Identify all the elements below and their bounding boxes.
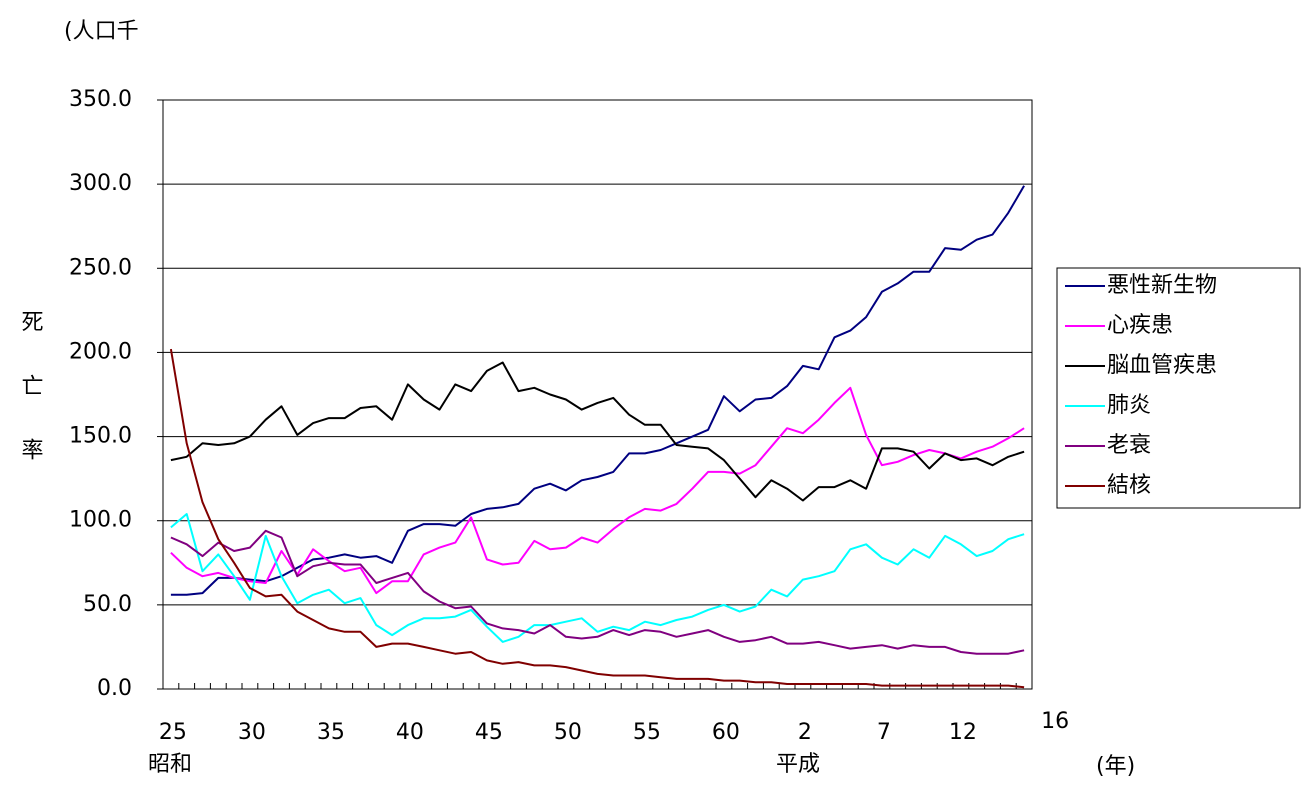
legend-label: 悪性新生物: [1107, 273, 1217, 298]
y-axis-label: 死亡率: [18, 310, 44, 502]
legend-label: 老衰: [1107, 433, 1151, 458]
series-line: [170, 185, 1025, 596]
y-tick-label: 350.0: [69, 87, 132, 112]
y-tick-label: 0.0: [97, 676, 132, 701]
legend-label: 肺炎: [1107, 393, 1151, 418]
x-tick-label: 16: [1041, 709, 1069, 734]
y-tick-label: 100.0: [69, 508, 132, 533]
x-tick-label: 60: [712, 720, 740, 745]
x-tick-label: 35: [317, 720, 345, 745]
x-tick-label: 50: [554, 720, 582, 745]
series-line: [170, 529, 1025, 655]
era-label: 平成: [776, 752, 820, 777]
x-tick-label: 40: [396, 720, 424, 745]
series-line: [170, 361, 1025, 502]
y-tick-label: 250.0: [69, 255, 132, 280]
y-tick-label: 50.0: [83, 592, 132, 617]
x-tick-label: 45: [475, 720, 503, 745]
series-line: [169, 348, 1025, 689]
y-tick-label: 300.0: [69, 171, 132, 196]
x-axis-unit: (年): [1096, 754, 1135, 779]
chart-title: (人口千: [64, 19, 139, 44]
y-tick-label: 150.0: [69, 424, 132, 449]
x-tick-label: 12: [949, 720, 977, 745]
era-label: 昭和: [148, 752, 192, 777]
legend-label: 脳血管疾患: [1107, 353, 1217, 378]
x-tick-label: 2: [798, 720, 812, 745]
x-tick-label: 55: [633, 720, 661, 745]
legend-box: [1056, 267, 1301, 509]
legend-label: 結核: [1107, 473, 1151, 498]
series-line: [170, 386, 1025, 595]
legend-label: 心疾患: [1107, 313, 1173, 338]
x-tick-label: 30: [238, 720, 266, 745]
plot-area: [162, 99, 1033, 690]
x-tick-label: 25: [159, 720, 187, 745]
series-line: [170, 513, 1025, 643]
x-tick-label: 7: [877, 720, 891, 745]
y-tick-label: 200.0: [69, 339, 132, 364]
